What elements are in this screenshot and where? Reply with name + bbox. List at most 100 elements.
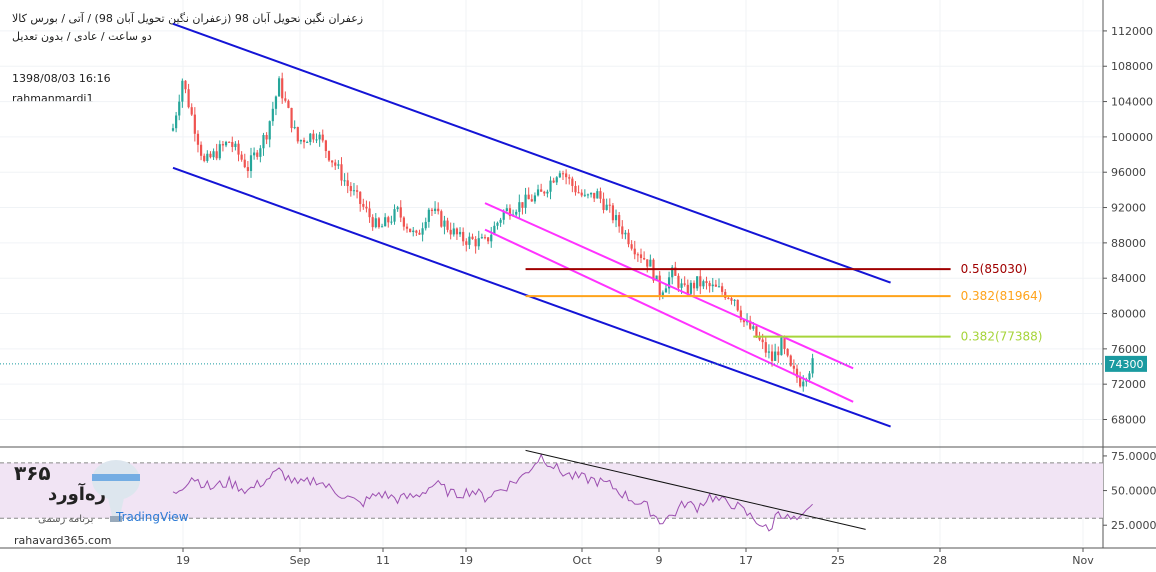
candle-body-48 xyxy=(321,134,324,141)
chart-subtitle: دو ساعت / عادی / بدون تعدیل xyxy=(12,30,152,43)
candle-body-94 xyxy=(465,241,468,245)
rsi-trendline xyxy=(525,449,866,530)
candle-body-11 xyxy=(206,153,209,161)
candle-body-82 xyxy=(427,209,430,222)
price-tick-label-11: 68000 xyxy=(1111,414,1146,427)
candle-body-183 xyxy=(742,319,746,323)
candle-body-42 xyxy=(302,140,306,143)
candle-body-187 xyxy=(755,326,758,338)
candle-body-25 xyxy=(249,155,253,172)
candle-body-59 xyxy=(355,190,359,192)
last-price-label: 74300 xyxy=(1109,358,1144,371)
candle-body-85 xyxy=(437,208,440,212)
candle-body-160 xyxy=(671,267,674,278)
candle-body-30 xyxy=(265,135,268,140)
candle-body-45 xyxy=(312,133,315,140)
candle-body-111 xyxy=(518,202,521,212)
candle-body-127 xyxy=(568,177,571,179)
x-tick-label-8: 28 xyxy=(933,554,947,567)
candle-body-92 xyxy=(458,231,462,235)
x-tick-label-1: Sep xyxy=(290,554,311,567)
tradingview-label: TradingView xyxy=(116,510,189,524)
price-tick-label-5: 92000 xyxy=(1111,202,1146,215)
candle-body-63 xyxy=(368,208,371,218)
candle-body-20 xyxy=(234,143,237,147)
fib-level-label-0: 0.5(85030) xyxy=(961,262,1028,276)
price-tick-label-1: 108000 xyxy=(1111,60,1153,73)
candle-body-180 xyxy=(733,299,736,301)
fib-level-label-1: 0.382(81964) xyxy=(961,289,1043,303)
candle-body-100 xyxy=(483,237,487,239)
candle-body-72 xyxy=(396,207,399,210)
candle-body-151 xyxy=(643,258,646,260)
candle-body-118 xyxy=(540,189,543,192)
candle-body-192 xyxy=(770,351,774,361)
candle-body-56 xyxy=(346,180,349,187)
candle-body-191 xyxy=(767,351,771,353)
candle-body-10 xyxy=(203,155,206,161)
candle-body-179 xyxy=(730,298,733,301)
candle-body-148 xyxy=(633,248,636,255)
candle-body-51 xyxy=(331,160,334,163)
candle-body-57 xyxy=(349,186,352,192)
candle-body-101 xyxy=(487,237,490,242)
candle-body-157 xyxy=(661,292,664,296)
candle-body-70 xyxy=(390,221,393,223)
candle-body-156 xyxy=(658,275,661,296)
candle-body-139 xyxy=(605,204,608,210)
chart-title: زعفران نگین تحویل آبان 98 (زعفران نگین ت… xyxy=(12,12,364,25)
candle-body-194 xyxy=(777,351,780,356)
candle-body-117 xyxy=(536,189,540,196)
candle-body-126 xyxy=(565,173,568,178)
candle-body-0 xyxy=(171,128,175,131)
candle-body-31 xyxy=(268,121,271,140)
candle-body-149 xyxy=(636,254,639,256)
candle-body-39 xyxy=(293,127,296,129)
candle-body-169 xyxy=(699,276,702,287)
candle-body-115 xyxy=(530,199,533,202)
candle-body-112 xyxy=(521,202,524,208)
candle-body-163 xyxy=(680,283,683,288)
candle-body-170 xyxy=(702,281,705,287)
rsi-tick-label-0: 75.0000 xyxy=(1111,450,1156,463)
candle-body-134 xyxy=(589,192,593,195)
candle-body-140 xyxy=(608,204,611,206)
candle-body-131 xyxy=(580,192,583,196)
candle-body-171 xyxy=(705,281,708,284)
candle-body-15 xyxy=(218,144,221,159)
candle-body-181 xyxy=(736,299,739,311)
candle-body-164 xyxy=(683,283,686,285)
candle-body-119 xyxy=(543,191,546,194)
candle-body-66 xyxy=(377,218,381,228)
candle-body-49 xyxy=(324,140,327,152)
candle-body-90 xyxy=(452,228,455,235)
candle-body-28 xyxy=(259,148,262,157)
site-url: rahavard365.com xyxy=(14,534,112,547)
trendline-upper-channel xyxy=(172,22,891,284)
candle-body-78 xyxy=(415,230,418,233)
candle-body-2 xyxy=(178,101,181,116)
candle-body-62 xyxy=(365,206,368,209)
candle-body-122 xyxy=(552,180,555,183)
candle-body-185 xyxy=(749,320,752,329)
candle-body-81 xyxy=(424,221,427,229)
x-tick-label-3: 19 xyxy=(459,554,473,567)
candle-body-21 xyxy=(237,143,240,155)
watermark-logo: ۳۶۵ ره‌آورد برنامه رسمی xyxy=(8,458,198,548)
candle-body-165 xyxy=(686,284,689,294)
candle-body-29 xyxy=(262,135,265,149)
candle-body-195 xyxy=(780,337,783,356)
rsi-tick-label-2: 25.0000 xyxy=(1111,519,1156,532)
brand-sub: برنامه رسمی xyxy=(38,514,93,525)
candle-body-12 xyxy=(209,153,212,158)
candle-body-128 xyxy=(571,178,574,186)
candle-body-68 xyxy=(384,217,387,227)
balloon-icon xyxy=(92,460,140,522)
candle-body-35 xyxy=(281,78,284,99)
candle-body-47 xyxy=(318,134,321,140)
candle-body-105 xyxy=(499,219,502,223)
candle-body-1 xyxy=(175,115,178,129)
candle-body-36 xyxy=(284,98,287,101)
candle-body-26 xyxy=(253,152,256,156)
